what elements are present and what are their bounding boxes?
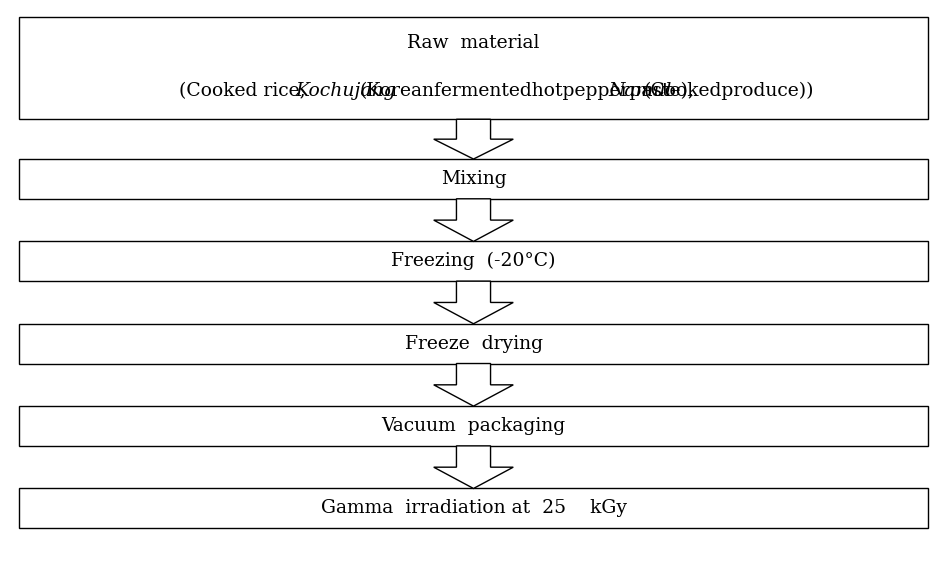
Text: Namul: Namul bbox=[608, 82, 671, 100]
Polygon shape bbox=[434, 119, 513, 159]
Text: Kochujang: Kochujang bbox=[295, 82, 396, 100]
Polygon shape bbox=[434, 199, 513, 241]
Text: (Cooked rice,: (Cooked rice, bbox=[179, 82, 318, 100]
Text: Freezing  (-20°C): Freezing (-20°C) bbox=[391, 252, 556, 270]
Text: Vacuum  packaging: Vacuum packaging bbox=[382, 417, 565, 435]
Text: Freeze  drying: Freeze drying bbox=[404, 335, 543, 353]
Bar bbox=[19, 488, 928, 528]
Text: Raw  material: Raw material bbox=[407, 34, 540, 52]
Bar bbox=[19, 241, 928, 281]
Bar bbox=[19, 159, 928, 199]
Polygon shape bbox=[434, 281, 513, 324]
Text: (Cookedproduce)): (Cookedproduce)) bbox=[644, 82, 814, 100]
Bar bbox=[19, 406, 928, 446]
Polygon shape bbox=[434, 364, 513, 406]
Polygon shape bbox=[434, 446, 513, 488]
Text: Gamma  irradiation at  25    kGy: Gamma irradiation at 25 kGy bbox=[320, 499, 627, 517]
Bar bbox=[19, 324, 928, 364]
Bar bbox=[19, 17, 928, 119]
Text: (Koreanfermentedhotpepperpaste),: (Koreanfermentedhotpepperpaste), bbox=[360, 82, 694, 100]
Text: Mixing: Mixing bbox=[440, 170, 507, 188]
